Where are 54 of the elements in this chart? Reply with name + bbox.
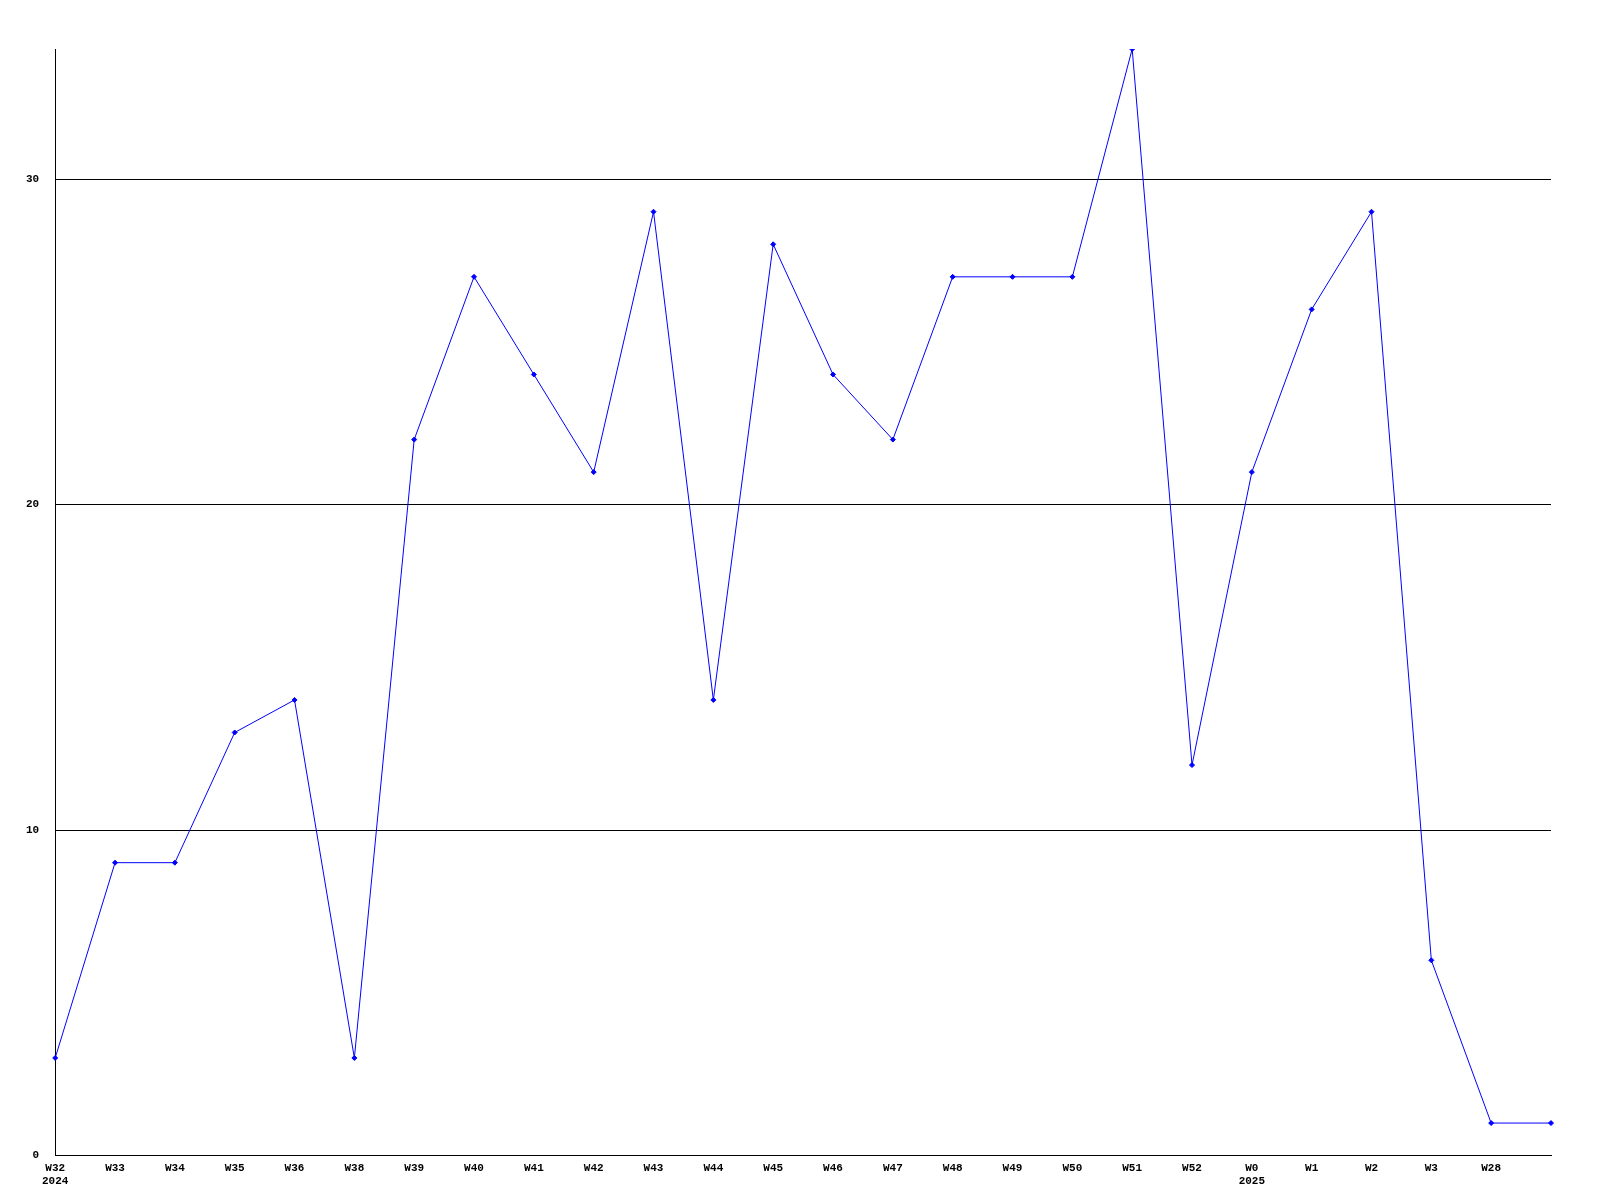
point	[291, 696, 298, 703]
point	[530, 371, 537, 378]
x-tick-label: W40	[464, 1161, 484, 1174]
point	[1488, 1120, 1495, 1127]
point	[1248, 469, 1255, 476]
point	[351, 1054, 358, 1061]
x-tick-label: W42	[583, 1161, 604, 1174]
point	[1308, 306, 1315, 313]
x-tick-label: W36	[284, 1161, 305, 1174]
x-tick-label: W3	[1424, 1161, 1439, 1174]
point	[231, 729, 238, 736]
x-tick-label: W28	[1481, 1161, 1502, 1174]
x-tick-label: W0 2025	[1238, 1161, 1266, 1188]
point	[471, 273, 478, 280]
x-tick-label: W1	[1305, 1161, 1319, 1174]
y-tick-label: 10	[26, 823, 40, 836]
x-tick-label: W44	[703, 1161, 724, 1174]
point	[411, 436, 418, 443]
point	[590, 469, 597, 476]
point	[1009, 273, 1016, 280]
y-tick-label: 20	[26, 498, 40, 511]
point	[710, 696, 717, 703]
point	[650, 208, 657, 215]
point	[1189, 762, 1196, 769]
point	[1368, 208, 1375, 215]
x-tick-label: W32 2024	[42, 1161, 69, 1188]
x-tick-label: W38	[344, 1161, 365, 1174]
x-tick-label: W34	[164, 1161, 186, 1174]
point	[949, 273, 956, 280]
point	[889, 436, 896, 443]
y-tick-label: 30	[26, 172, 40, 185]
point	[770, 241, 777, 248]
point	[830, 371, 837, 378]
point	[171, 859, 178, 866]
point	[1069, 273, 1076, 280]
x-tick-label: W48	[942, 1161, 963, 1174]
x-tick-label: W50	[1062, 1161, 1083, 1174]
x-tick-label: W49	[1002, 1161, 1023, 1174]
point	[112, 859, 119, 866]
x-tick-label: W33	[105, 1161, 126, 1174]
x-tick-label: W46	[823, 1161, 843, 1174]
x-tick-label: W35	[224, 1161, 245, 1174]
x-tick-label: W2	[1364, 1161, 1379, 1174]
x-tick-label: W52	[1182, 1161, 1202, 1174]
x-tick-label: W39	[404, 1161, 425, 1174]
x-tick-label: W45	[763, 1161, 784, 1174]
x-tick-label: W43	[643, 1161, 664, 1174]
y-tick-label: 0	[32, 1149, 40, 1162]
point	[1428, 957, 1435, 964]
point	[1548, 1120, 1554, 1127]
x-tick-label: W47	[882, 1161, 903, 1174]
x-tick-label: W51	[1122, 1161, 1143, 1174]
x-tick-label: W41	[523, 1161, 545, 1174]
point	[52, 1054, 59, 1061]
